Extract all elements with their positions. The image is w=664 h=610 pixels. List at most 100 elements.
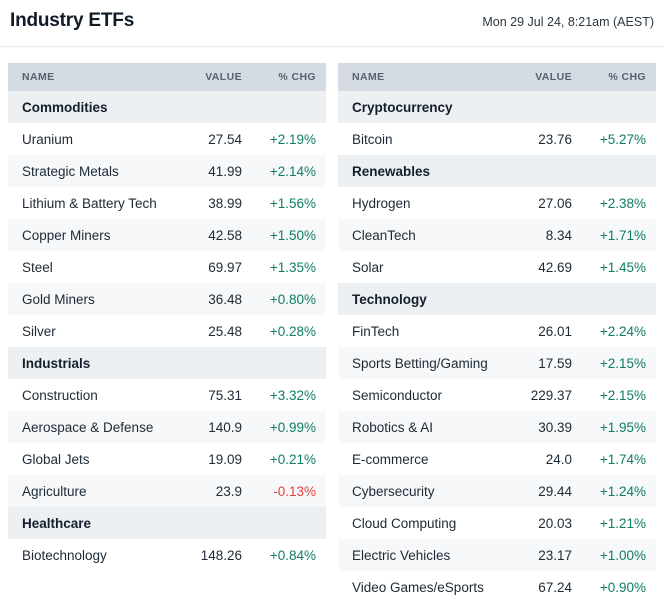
section-title: Healthcare <box>8 507 326 539</box>
etf-value: 26.01 <box>538 323 572 339</box>
etf-chg: +2.19% <box>269 131 316 147</box>
etf-row[interactable]: Gold Miners 36.48 +0.80% <box>8 283 326 315</box>
section-header-row: Healthcare <box>8 507 326 539</box>
etf-row[interactable]: E-commerce 24.0 +1.74% <box>338 443 656 475</box>
etf-row[interactable]: Agriculture 23.9 -0.13% <box>8 475 326 507</box>
section-title: Technology <box>338 283 656 315</box>
etf-name: Cybersecurity <box>338 475 515 507</box>
section-header-row: Technology <box>338 283 656 315</box>
etf-value: 30.39 <box>515 411 572 443</box>
etf-value: 25.48 <box>208 323 242 339</box>
etf-chg: +0.21% <box>269 451 316 467</box>
etf-chg: +2.14% <box>242 155 326 187</box>
etf-value: 69.97 <box>208 259 242 275</box>
etf-table-left: NAME VALUE% CHG Commodities Uranium 27.54 +2… <box>8 63 326 571</box>
etf-name: Electric Vehicles <box>338 539 515 571</box>
etf-value: 42.58 <box>185 219 242 251</box>
etf-value: 19.09 <box>208 451 242 467</box>
column-header-chg: % CHG <box>242 63 326 91</box>
etf-chg: +0.99% <box>242 411 326 443</box>
etf-value: 17.59 <box>515 347 572 379</box>
etf-name: E-commerce <box>352 451 429 467</box>
etf-name: Uranium <box>22 131 74 147</box>
etf-value: 27.54 <box>208 131 242 147</box>
etf-value: 41.99 <box>185 155 242 187</box>
etf-chg: +2.15% <box>572 347 656 379</box>
section-title: Industrials <box>8 347 326 379</box>
section-header-row: Renewables <box>338 155 656 187</box>
etf-name: Construction <box>22 387 98 403</box>
etf-row[interactable]: CleanTech 8.34 +1.71% <box>338 219 656 251</box>
etf-name: Silver <box>22 323 56 339</box>
etf-row[interactable]: Electric Vehicles 23.17 +1.00% <box>338 539 656 571</box>
etf-row[interactable]: Steel 69.97 +1.35% <box>8 251 326 283</box>
etf-chg: +1.50% <box>242 219 326 251</box>
etf-value: 23.17 <box>515 539 572 571</box>
etf-value: 38.99 <box>208 195 242 211</box>
etf-name: Solar <box>352 259 384 275</box>
etf-row[interactable]: Sports Betting/Gaming 17.59 +2.15% <box>338 347 656 379</box>
etf-row[interactable]: Lithium & Battery Tech 38.99 +1.56% <box>8 187 326 219</box>
etf-name: Gold Miners <box>8 283 185 315</box>
etf-row[interactable]: Robotics & AI 30.39 +1.95% <box>338 411 656 443</box>
column-header-value: VALUE <box>185 63 242 91</box>
etf-name: Global Jets <box>22 451 90 467</box>
etf-value: 23.76 <box>538 131 572 147</box>
etf-name: Hydrogen <box>352 195 411 211</box>
etf-chg: +1.71% <box>572 219 656 251</box>
etf-value: 42.69 <box>538 259 572 275</box>
etf-value: 20.03 <box>538 515 572 531</box>
etf-chg: +0.84% <box>269 547 316 563</box>
column-header-name: NAME <box>8 63 185 91</box>
etf-value: 229.37 <box>530 387 572 403</box>
etf-chg: +3.32% <box>269 387 316 403</box>
etf-chg: +1.35% <box>269 259 316 275</box>
etf-row[interactable]: FinTech 26.01 +2.24% <box>338 315 656 347</box>
section-header-row: Cryptocurrency <box>338 91 656 123</box>
etf-row[interactable]: Semiconductor 229.37 +2.15% <box>338 379 656 411</box>
etf-row[interactable]: Construction 75.31 +3.32% <box>8 379 326 411</box>
etf-name: Semiconductor <box>352 387 443 403</box>
etf-row[interactable]: Hydrogen 27.06 +2.38% <box>338 187 656 219</box>
column-header-chg: % CHG <box>572 63 656 91</box>
etf-chg: +2.24% <box>599 323 646 339</box>
etf-row[interactable]: Uranium 27.54 +2.19% <box>8 123 326 155</box>
etf-value: 24.0 <box>545 451 572 467</box>
column-header-row: NAME VALUE% CHG <box>338 63 656 91</box>
etf-name: CleanTech <box>338 219 515 251</box>
etf-row[interactable]: Cybersecurity 29.44 +1.24% <box>338 475 656 507</box>
section-header-row: Commodities <box>8 91 326 123</box>
etf-row[interactable]: Video Games/eSports 67.24 +0.90% <box>338 571 656 603</box>
etf-value: 29.44 <box>515 475 572 507</box>
etf-value: 23.9 <box>185 475 242 507</box>
etf-chg: +5.27% <box>599 131 646 147</box>
widget-header: Industry ETFs Mon 29 Jul 24, 8:21am (AES… <box>0 0 664 47</box>
etf-name: Strategic Metals <box>8 155 185 187</box>
etf-chg: +1.95% <box>572 411 656 443</box>
column-header-row: NAME VALUE% CHG <box>8 63 326 91</box>
etf-row[interactable]: Silver 25.48 +0.28% <box>8 315 326 347</box>
etf-row[interactable]: Copper Miners 42.58 +1.50% <box>8 219 326 251</box>
etf-row[interactable]: Strategic Metals 41.99 +2.14% <box>8 155 326 187</box>
etf-row[interactable]: Biotechnology 148.26 +0.84% <box>8 539 326 571</box>
etf-row[interactable]: Solar 42.69 +1.45% <box>338 251 656 283</box>
etf-chg: +1.24% <box>572 475 656 507</box>
etf-name: Copper Miners <box>8 219 185 251</box>
etf-chg: +1.56% <box>269 195 316 211</box>
etf-value: 140.9 <box>185 411 242 443</box>
etf-name: Agriculture <box>8 475 185 507</box>
etf-value: 36.48 <box>185 283 242 315</box>
etf-chg: +0.80% <box>242 283 326 315</box>
etf-row[interactable]: Bitcoin 23.76 +5.27% <box>338 123 656 155</box>
etf-row[interactable]: Global Jets 19.09 +0.21% <box>8 443 326 475</box>
tables-container: NAME VALUE% CHG Commodities Uranium 27.54 +2… <box>0 63 664 603</box>
etf-row[interactable]: Aerospace & Defense 140.9 +0.99% <box>8 411 326 443</box>
etf-name: Steel <box>22 259 53 275</box>
etf-name: FinTech <box>352 323 400 339</box>
etf-chg: +0.28% <box>269 323 316 339</box>
etf-row[interactable]: Cloud Computing 20.03 +1.21% <box>338 507 656 539</box>
etf-name: Lithium & Battery Tech <box>22 195 157 211</box>
etf-chg: -0.13% <box>242 475 326 507</box>
etf-name: Sports Betting/Gaming <box>338 347 515 379</box>
